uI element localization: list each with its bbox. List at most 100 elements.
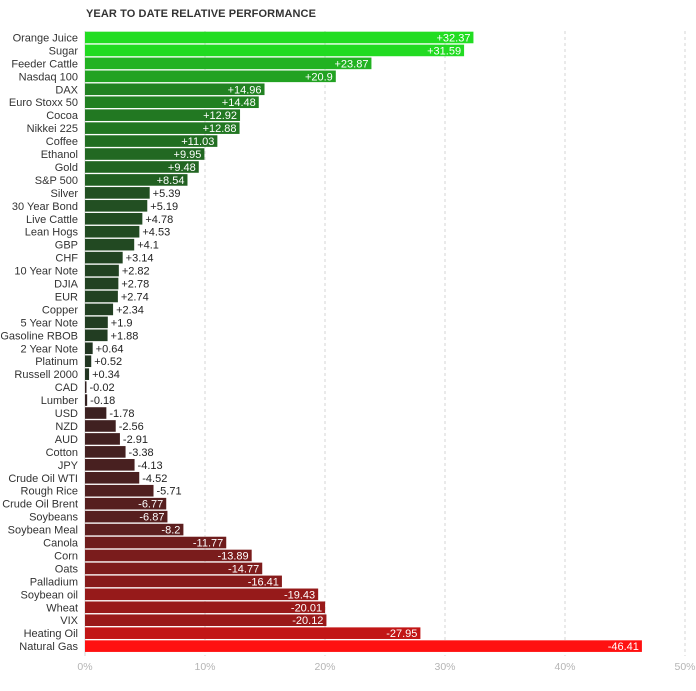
- category-label: Platinum: [35, 356, 78, 368]
- bar: [85, 575, 282, 588]
- value-label: +2.74: [121, 291, 149, 303]
- value-label: -16.41: [248, 576, 279, 588]
- bar: [85, 459, 135, 471]
- x-tick-label: 20%: [314, 661, 335, 673]
- bar: [85, 368, 90, 380]
- category-label: USD: [55, 408, 78, 420]
- value-label: +14.48: [222, 97, 256, 109]
- bar: [85, 381, 87, 393]
- bar: [85, 44, 465, 57]
- bar: [85, 601, 326, 614]
- category-label: Nikkei 225: [27, 123, 78, 135]
- value-label: -5.71: [157, 486, 182, 498]
- x-tick-label: 30%: [434, 661, 455, 673]
- value-label: +12.92: [203, 110, 237, 122]
- category-label: Russell 2000: [14, 369, 78, 381]
- category-label: CAD: [55, 382, 78, 394]
- x-tick-label: 0%: [77, 661, 92, 673]
- bar: [85, 57, 372, 70]
- value-label: +12.88: [203, 123, 237, 135]
- value-label: -6.87: [139, 512, 164, 524]
- bar: [85, 484, 154, 497]
- value-label: +0.64: [96, 343, 124, 355]
- bar: [85, 161, 199, 173]
- value-label: -19.43: [284, 589, 315, 601]
- bar: [85, 225, 140, 238]
- bar: [85, 407, 107, 419]
- bar: [85, 471, 140, 484]
- category-label: VIX: [60, 615, 78, 627]
- bar: [85, 536, 227, 549]
- bar: [85, 420, 116, 432]
- bar: [85, 212, 143, 225]
- value-label: -46.41: [608, 641, 639, 653]
- bar: [85, 446, 126, 458]
- category-label: S&P 500: [35, 175, 78, 187]
- category-label: Gold: [55, 162, 78, 174]
- category-label: Ethanol: [41, 149, 78, 161]
- category-label: Copper: [42, 304, 78, 316]
- bar: [85, 316, 108, 329]
- bar: [85, 303, 114, 316]
- chart-title: YEAR TO DATE RELATIVE PERFORMANCE: [86, 8, 317, 20]
- bar: [85, 96, 259, 109]
- value-label: -11.77: [193, 538, 223, 550]
- category-label: NZD: [55, 421, 78, 433]
- value-label: -20.01: [291, 602, 322, 614]
- category-label: Gasoline RBOB: [0, 330, 78, 342]
- category-label: Euro Stoxx 50: [9, 97, 78, 109]
- bar: [85, 83, 265, 96]
- value-label: +0.52: [94, 356, 122, 368]
- value-label: +0.34: [92, 369, 120, 381]
- bar: [85, 549, 252, 562]
- category-label: Palladium: [30, 576, 78, 588]
- category-label: Lean Hogs: [25, 227, 79, 239]
- value-label: -2.91: [123, 434, 148, 446]
- x-tick-label: 40%: [554, 661, 575, 673]
- category-label: Oats: [55, 563, 79, 575]
- value-label: +4.78: [145, 214, 173, 226]
- bar: [85, 277, 119, 290]
- value-label: +11.03: [181, 136, 214, 148]
- value-label: +9.48: [168, 162, 196, 174]
- value-label: -4.13: [138, 460, 163, 472]
- value-label: +8.54: [157, 175, 185, 187]
- category-label: Wheat: [46, 602, 78, 614]
- value-label: -14.77: [228, 563, 259, 575]
- category-label: Heating Oil: [24, 628, 78, 640]
- value-label: +9.95: [174, 149, 202, 161]
- category-label: CHF: [55, 253, 78, 265]
- category-label: Coffee: [46, 136, 78, 148]
- category-label: EUR: [55, 291, 78, 303]
- category-label: Cocoa: [46, 110, 79, 122]
- bar: [85, 394, 88, 406]
- category-label: Lumber: [41, 395, 79, 407]
- bar: [85, 70, 336, 83]
- category-label: Live Cattle: [26, 214, 78, 226]
- category-label: Canola: [43, 538, 79, 550]
- value-label: -27.95: [386, 628, 417, 640]
- value-label: +1.9: [111, 317, 133, 329]
- category-label: Sugar: [49, 45, 79, 57]
- bar: [85, 355, 92, 368]
- bar: [85, 510, 168, 523]
- bar: [85, 640, 642, 652]
- category-label: Crude Oil Brent: [2, 499, 78, 511]
- value-label: +20.9: [305, 71, 333, 83]
- x-tick-label: 10%: [194, 661, 215, 673]
- bar: [85, 290, 118, 303]
- category-label: Rough Rice: [21, 486, 78, 498]
- value-label: -8.2: [161, 525, 180, 537]
- bar: [85, 109, 241, 121]
- category-label: Cotton: [46, 447, 78, 459]
- category-label: 2 Year Note: [21, 343, 79, 355]
- category-label: Nasdaq 100: [19, 71, 78, 83]
- value-label: -1.78: [109, 408, 134, 420]
- category-label: Soybean Meal: [8, 525, 78, 537]
- bar: [85, 238, 135, 251]
- value-label: +5.39: [153, 188, 181, 200]
- value-label: +1.88: [111, 330, 139, 342]
- bar: [85, 148, 205, 160]
- value-label: +4.53: [142, 227, 170, 239]
